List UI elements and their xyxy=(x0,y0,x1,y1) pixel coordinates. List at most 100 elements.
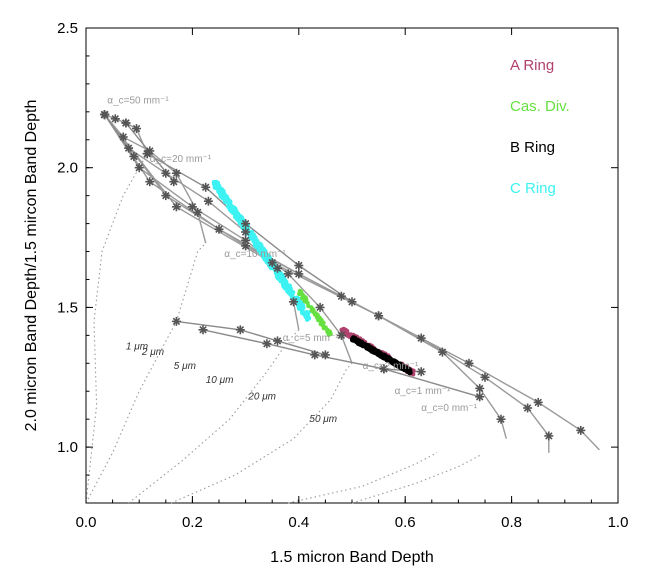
asterisk-marker xyxy=(241,235,251,245)
x-tick-label: 0.2 xyxy=(182,514,203,531)
data-point xyxy=(218,194,223,199)
data-point xyxy=(248,236,254,241)
data-point xyxy=(299,306,304,312)
asterisk-marker xyxy=(241,241,251,251)
data-point xyxy=(252,236,257,241)
asterisk-marker xyxy=(142,149,152,159)
x-tick-label: 0.4 xyxy=(288,514,309,531)
contamination-curve-3 xyxy=(104,114,353,364)
contamination-curve-5 xyxy=(104,114,550,453)
legend: A Ring Cas. Div. B Ring C Ring xyxy=(510,57,570,197)
x-tick-label: 1.0 xyxy=(608,514,629,531)
data-point xyxy=(228,207,233,213)
asterisk-marker xyxy=(475,383,485,393)
asterisk-marker xyxy=(294,261,304,270)
data-point xyxy=(356,338,361,343)
data-point xyxy=(299,301,304,306)
data-point xyxy=(407,370,413,376)
asterisk-marker xyxy=(198,325,208,335)
dotted-curve-1 xyxy=(85,242,207,504)
data-point xyxy=(282,277,288,283)
asterisk-marker xyxy=(203,196,213,206)
grain-label-1: 2 μm xyxy=(141,347,164,358)
asterisk-marker xyxy=(241,219,251,229)
curve-label-2: α_c=10 mm⁻¹ xyxy=(224,249,286,260)
dotted-curve-5 xyxy=(351,455,480,504)
data-point xyxy=(212,185,217,190)
asterisk-marker xyxy=(134,163,144,173)
data-point xyxy=(319,320,325,325)
curve-label-1: α_c=20 mm⁻¹ xyxy=(150,154,212,165)
data-point xyxy=(222,191,227,197)
asterisk-marker xyxy=(145,177,155,187)
curve-label-0: α_c=50 mm⁻¹ xyxy=(107,95,169,106)
contamination-curve-6 xyxy=(104,114,600,451)
asterisk-marker xyxy=(320,350,330,360)
data-point xyxy=(392,362,398,367)
asterisk-marker xyxy=(193,207,203,217)
data-point xyxy=(287,289,293,294)
data-point xyxy=(316,316,321,321)
asterisk-marker xyxy=(310,350,320,360)
asterisk-marker xyxy=(464,358,474,368)
asterisk-marker xyxy=(267,258,277,268)
data-point xyxy=(298,289,304,295)
asterisk-marker xyxy=(480,372,490,382)
grain-label-3: 10 μm xyxy=(206,375,234,386)
y-tick-label: 2.5 xyxy=(57,20,78,37)
x-tick-label: 0.0 xyxy=(76,514,97,531)
asterisk-marker xyxy=(289,297,298,307)
data-point xyxy=(407,367,412,372)
grain-markers xyxy=(100,110,586,441)
data-point xyxy=(230,204,235,209)
legend-entry-2: B Ring xyxy=(510,139,555,156)
scatter-points xyxy=(211,179,416,377)
asterisk-marker xyxy=(124,143,134,153)
asterisk-marker xyxy=(273,263,282,273)
annotation-labels: α_c=50 mm⁻¹ α_c=20 mm⁻¹ α_c=10 mm⁻¹ α_c=5 m… xyxy=(107,95,477,425)
data-point xyxy=(321,326,327,331)
asterisk-marker xyxy=(171,202,181,212)
asterisk-marker xyxy=(347,297,357,307)
data-point xyxy=(235,213,240,218)
asterisk-marker xyxy=(171,316,181,326)
data-point xyxy=(375,349,381,354)
asterisk-marker xyxy=(118,132,128,142)
asterisk-marker xyxy=(161,168,171,178)
data-point xyxy=(309,305,314,310)
data-point xyxy=(326,332,331,337)
asterisk-marker xyxy=(374,311,384,321)
dotted-curve-3 xyxy=(170,362,353,504)
legend-entry-3: C Ring xyxy=(510,180,556,197)
asterisk-marker xyxy=(201,182,211,192)
asterisk-marker xyxy=(475,392,485,402)
legend-entry-0: A Ring xyxy=(510,57,554,74)
curve-label-4: α_c=2 mm⁻¹ xyxy=(363,361,419,372)
data-point xyxy=(264,256,269,262)
grain-label-0: 1 μm xyxy=(126,341,148,352)
asterisk-marker xyxy=(496,414,506,424)
data-point xyxy=(302,310,308,316)
y-tick-label: 1.0 xyxy=(57,439,78,456)
asterisk-marker xyxy=(262,339,272,349)
grain-label-4: 20 μm xyxy=(247,392,276,403)
legend-entry-1: Cas. Div. xyxy=(510,98,570,115)
asterisk-marker xyxy=(100,110,110,120)
asterisk-marker xyxy=(214,224,224,234)
x-axis-title: 1.5 micron Band Depth xyxy=(270,549,434,566)
data-point xyxy=(350,335,355,341)
y-tick-label: 2.0 xyxy=(57,160,78,177)
data-point xyxy=(371,347,376,352)
scatter-series-3 xyxy=(349,335,413,376)
asterisk-marker xyxy=(523,403,533,413)
asterisk-marker xyxy=(416,333,426,343)
asterisk-marker xyxy=(533,397,543,407)
asterisk-marker xyxy=(132,124,141,134)
asterisk-marker xyxy=(437,347,447,357)
data-point xyxy=(258,251,263,256)
data-point xyxy=(305,314,310,319)
asterisk-marker xyxy=(121,118,131,128)
asterisk-marker xyxy=(273,336,282,346)
data-point xyxy=(281,284,286,289)
dotted-curve-0 xyxy=(85,153,148,504)
